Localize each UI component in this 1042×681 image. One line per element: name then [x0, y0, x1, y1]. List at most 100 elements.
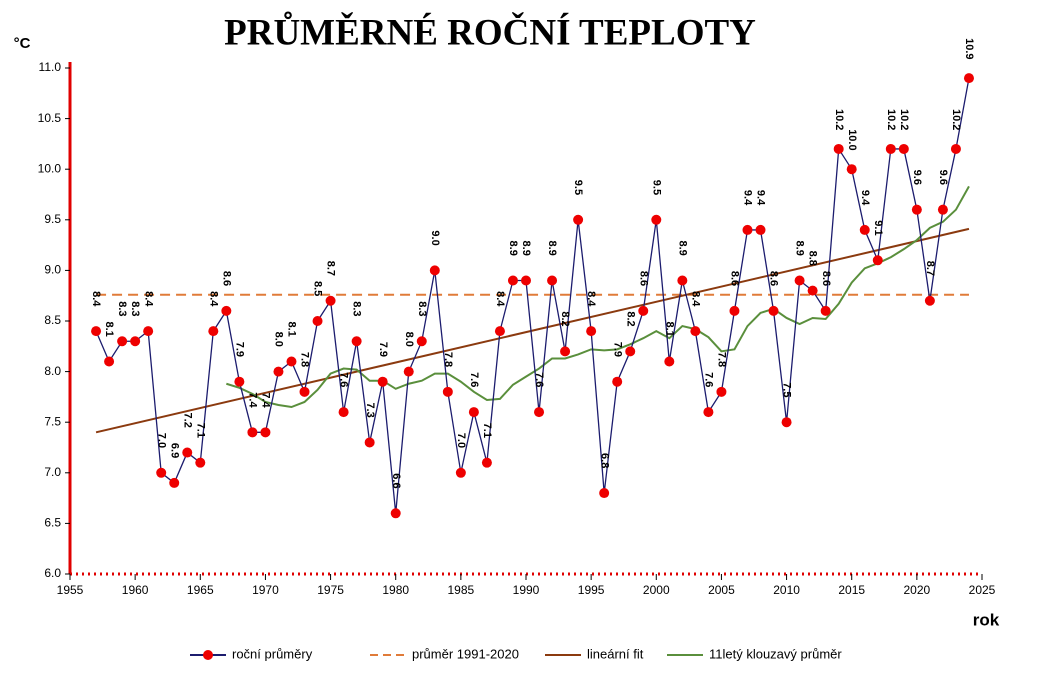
- data-label: 6.8: [598, 453, 610, 468]
- data-point: [338, 407, 349, 418]
- data-point: [885, 143, 896, 154]
- data-point: [390, 508, 401, 519]
- data-point: [586, 326, 597, 337]
- x-tick-label: 2025: [969, 583, 996, 597]
- data-label: 8.0: [403, 332, 415, 347]
- y-tick-label: 7.5: [44, 414, 61, 428]
- data-point: [104, 356, 115, 367]
- data-point: [820, 305, 831, 316]
- data-point: [950, 143, 961, 154]
- data-point: [442, 386, 453, 397]
- data-label: 7.5: [781, 382, 793, 397]
- data-label: 7.9: [377, 342, 389, 357]
- data-point: [325, 295, 336, 306]
- y-tick-label: 8.0: [44, 364, 61, 378]
- x-tick-label: 1955: [57, 583, 84, 597]
- data-label: 9.5: [650, 180, 662, 195]
- data-label: 8.9: [794, 241, 806, 256]
- data-point: [521, 275, 531, 286]
- data-label: 9.4: [859, 190, 871, 206]
- data-point: [182, 447, 193, 458]
- data-point: [208, 326, 219, 337]
- data-label: 9.0: [429, 230, 441, 245]
- data-point: [312, 316, 323, 326]
- data-label: 8.7: [924, 261, 936, 276]
- data-label: 8.2: [624, 311, 636, 326]
- data-label: 8.3: [351, 301, 363, 316]
- data-label: 7.1: [194, 423, 206, 438]
- data-label: 9.4: [742, 190, 754, 206]
- data-point: [677, 275, 688, 286]
- x-tick-label: 1995: [578, 583, 605, 597]
- x-tick-label: 1985: [448, 583, 475, 597]
- legend-marker: [203, 650, 213, 660]
- data-point: [468, 407, 479, 418]
- data-point: [91, 326, 102, 337]
- data-label: 8.4: [207, 291, 219, 307]
- data-label: 7.8: [299, 352, 311, 367]
- x-tick-label: 1965: [187, 583, 214, 597]
- data-point: [963, 73, 974, 84]
- data-label: 7.6: [533, 372, 545, 387]
- data-label: 7.9: [233, 342, 245, 357]
- data-label: 8.9: [546, 241, 558, 256]
- data-label: 7.0: [155, 433, 167, 448]
- legend-label: lineární fit: [587, 646, 644, 661]
- data-point: [547, 275, 558, 286]
- y-axis-label: °C: [14, 35, 31, 52]
- data-point: [117, 336, 128, 347]
- data-point: [377, 376, 388, 387]
- data-label: 7.6: [468, 372, 480, 387]
- data-point: [455, 467, 466, 478]
- data-label: 8.3: [116, 301, 128, 316]
- data-label: 8.9: [520, 241, 532, 256]
- data-label: 8.6: [820, 271, 832, 286]
- data-label: 9.1: [872, 220, 884, 235]
- data-label: 8.5: [312, 281, 324, 296]
- data-label: 7.2: [181, 413, 193, 428]
- data-label: 8.4: [689, 291, 701, 307]
- data-label: 9.6: [937, 170, 949, 185]
- x-tick-label: 1970: [252, 583, 279, 597]
- data-label: 6.6: [390, 473, 402, 488]
- data-label: 8.3: [416, 301, 428, 316]
- data-label: 8.2: [559, 311, 571, 326]
- data-point: [494, 326, 505, 337]
- data-point: [846, 164, 857, 175]
- data-point: [898, 143, 909, 154]
- data-point: [234, 376, 245, 387]
- data-point: [143, 326, 154, 337]
- data-point: [534, 407, 545, 418]
- data-label: 8.4: [494, 291, 506, 307]
- data-label: 8.6: [768, 271, 780, 286]
- data-label: 7.3: [364, 402, 376, 417]
- data-point: [638, 305, 649, 316]
- data-label: 10.2: [950, 109, 962, 130]
- data-label: 8.4: [142, 291, 154, 307]
- data-point: [872, 255, 883, 266]
- legend-label: 11letý klouzavý průměr: [709, 646, 842, 661]
- data-point: [169, 477, 180, 488]
- data-point: [729, 305, 740, 316]
- data-point: [247, 427, 258, 438]
- x-tick-label: 1975: [317, 583, 344, 597]
- data-point: [911, 204, 922, 215]
- data-point: [612, 376, 623, 387]
- x-tick-label: 2020: [904, 583, 931, 597]
- data-point: [703, 407, 714, 418]
- data-label: 8.1: [663, 321, 675, 336]
- data-label: 8.8: [807, 251, 819, 266]
- legend-label: průměr 1991-2020: [412, 646, 519, 661]
- data-point: [833, 143, 844, 154]
- data-point: [560, 346, 571, 357]
- data-label: 8.0: [273, 332, 285, 347]
- data-label: 7.0: [455, 433, 467, 448]
- data-point: [924, 295, 935, 306]
- x-axis-label: rok: [973, 610, 1000, 629]
- data-point: [260, 427, 271, 438]
- data-point: [664, 356, 675, 367]
- data-point: [364, 437, 375, 448]
- data-point: [937, 204, 948, 215]
- data-point: [859, 224, 870, 235]
